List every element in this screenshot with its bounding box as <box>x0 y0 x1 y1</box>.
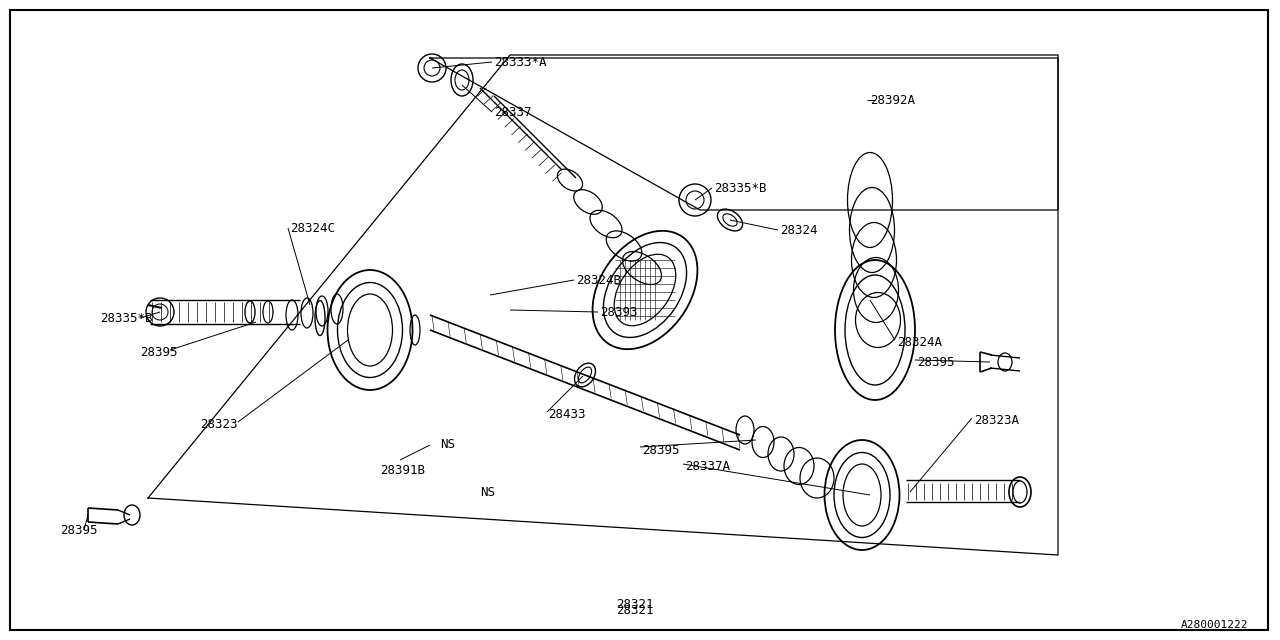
Text: 28337: 28337 <box>494 106 531 118</box>
Text: 28335*B: 28335*B <box>714 182 767 195</box>
Text: A280001222: A280001222 <box>1180 620 1248 630</box>
Text: 28395: 28395 <box>140 346 178 358</box>
Text: 28395: 28395 <box>643 444 680 456</box>
Text: 28392A: 28392A <box>870 93 915 106</box>
Text: 28393: 28393 <box>600 305 637 319</box>
Text: 28323: 28323 <box>200 417 238 431</box>
Text: 28321: 28321 <box>616 598 654 611</box>
Text: NS: NS <box>480 486 495 499</box>
Text: 28333*A: 28333*A <box>494 56 547 68</box>
Text: 28395: 28395 <box>916 355 955 369</box>
Text: 28324A: 28324A <box>897 335 942 349</box>
Text: 28337A: 28337A <box>685 460 730 472</box>
Text: 28433: 28433 <box>548 408 585 422</box>
Text: 28324B: 28324B <box>576 273 621 287</box>
Text: 28324: 28324 <box>780 223 818 237</box>
Text: 28391B: 28391B <box>380 463 425 477</box>
Text: 28395: 28395 <box>60 524 97 536</box>
Text: 28335*B: 28335*B <box>100 312 152 324</box>
Text: 28323A: 28323A <box>974 413 1019 426</box>
Text: 28321: 28321 <box>616 604 654 616</box>
Text: NS: NS <box>440 438 454 451</box>
Text: 28324C: 28324C <box>291 221 335 234</box>
